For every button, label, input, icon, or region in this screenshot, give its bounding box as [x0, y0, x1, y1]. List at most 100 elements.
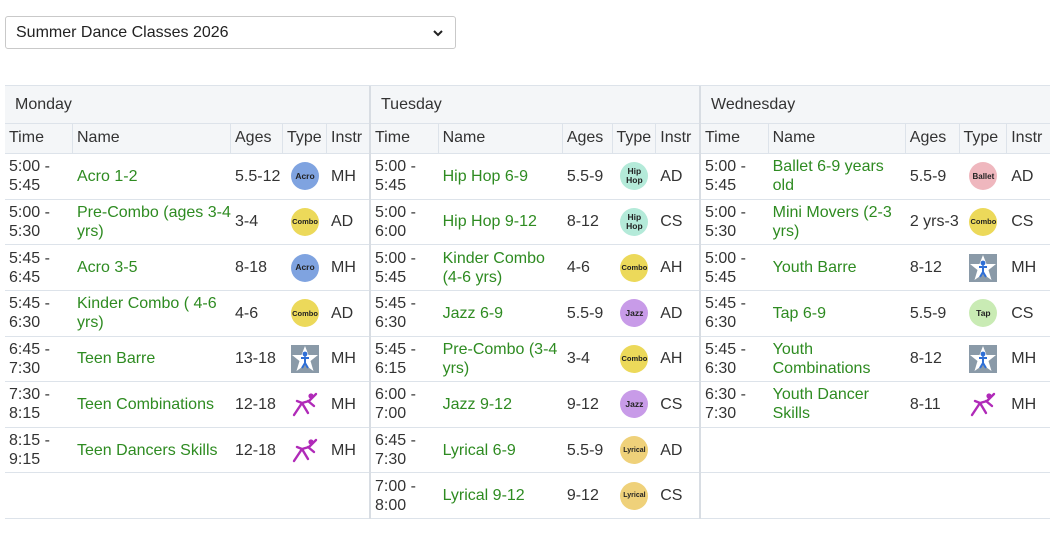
column-header-ages: Ages: [906, 123, 960, 153]
class-type: Combo: [613, 245, 657, 290]
class-name-link[interactable]: Ballet 6-9 years old: [772, 158, 884, 195]
class-type: Jazz: [613, 291, 657, 336]
class-instructor: AH: [660, 259, 683, 277]
class-name-link[interactable]: Youth Barre: [772, 259, 857, 277]
column-header-row: Time Name Ages Type Instr: [371, 123, 699, 154]
class-name-link[interactable]: Teen Dancers Skills: [77, 441, 218, 459]
class-name-link[interactable]: Jazz 6-9: [442, 304, 504, 322]
class-instructor: AD: [660, 441, 683, 459]
season-select[interactable]: Summer Dance Classes 2026: [5, 16, 456, 49]
class-time: 5:45 - 6:30: [705, 295, 746, 332]
column-header-row: Time Name Ages Type Instr: [701, 123, 1050, 154]
class-name-link[interactable]: Kinder Combo ( 4-6 yrs): [77, 295, 217, 332]
class-ages: 5.5-9: [566, 304, 604, 322]
class-row: 5:45 - 6:30 Jazz 6-9 5.5-9 Jazz AD: [371, 291, 699, 337]
class-name-link[interactable]: Hip Hop 6-9: [442, 167, 528, 185]
class-name-link[interactable]: Jazz 9-12: [442, 395, 512, 413]
empty-row: [5, 473, 369, 520]
class-row: 6:30 - 7:30 Youth Dancer Skills 8-11 MH: [701, 382, 1050, 428]
class-time: 6:00 - 7:00: [375, 386, 416, 423]
hiphop-badge-icon: Hip Hop: [620, 207, 649, 236]
column-header-ages: Ages: [231, 123, 283, 153]
class-row: 8:15 - 9:15 Teen Dancers Skills 12-18 MH: [5, 428, 369, 474]
class-ages: 5.5-9: [909, 167, 947, 185]
class-ages: 9-12: [566, 395, 599, 413]
combo-badge-icon: Combo: [620, 253, 649, 282]
class-name-link[interactable]: Lyrical 9-12: [442, 487, 525, 505]
class-ages: 3-4: [235, 213, 259, 231]
class-instructor: MH: [331, 259, 356, 277]
column-header-name: Name: [769, 123, 906, 153]
class-name-link[interactable]: Youth Dancer Skills: [772, 386, 869, 423]
class-row: 6:45 - 7:30 Lyrical 6-9 5.5-9 Lyrical AD: [371, 428, 699, 474]
day-header: Monday: [5, 86, 369, 124]
class-row: 5:00 - 5:45 Ballet 6-9 years old 5.5-9 Ball…: [701, 154, 1050, 200]
class-name-link[interactable]: Teen Combinations: [77, 395, 214, 413]
class-ages: 12-18: [235, 441, 276, 459]
class-instructor: AD: [331, 213, 354, 231]
class-time: 5:45 - 6:15: [375, 340, 416, 377]
class-time: 5:00 - 6:00: [375, 203, 416, 240]
class-name-link[interactable]: Tap 6-9: [772, 304, 826, 322]
class-row: 5:45 - 6:30 Kinder Combo ( 4-6 yrs) 4-6 Com…: [5, 291, 369, 337]
column-header-type: Type: [613, 123, 657, 153]
class-name-link[interactable]: Pre-Combo (3-4 yrs): [442, 340, 558, 377]
day-column-monday: Monday Time Name Ages Type Instr 5:00 - 5:45 Ac…: [5, 86, 369, 520]
class-type: Lyrical: [613, 473, 657, 518]
hiphop-badge-icon: Hip Hop: [620, 162, 649, 191]
class-ages: 5.5-9: [909, 304, 947, 322]
column-header-time: Time: [5, 123, 73, 153]
class-type: Ballet: [960, 154, 1008, 199]
class-time: 5:00 - 5:45: [705, 249, 746, 286]
acro-badge-icon: Acro: [291, 162, 319, 191]
class-time: 6:45 - 7:30: [9, 340, 50, 377]
class-row: 6:00 - 7:00 Jazz 9-12 9-12 Jazz CS: [371, 382, 699, 428]
class-time: 6:30 - 7:30: [705, 386, 746, 423]
class-name-link[interactable]: Mini Movers (2-3 yrs): [772, 203, 892, 240]
class-time: 5:00 - 5:45: [705, 158, 746, 195]
class-ages: 8-18: [235, 259, 268, 277]
column-header-type: Type: [283, 123, 327, 153]
column-header-instr: Instr: [1011, 128, 1043, 146]
class-name-link[interactable]: Acro 3-5: [77, 259, 138, 277]
class-ages: 3-4: [566, 350, 590, 368]
class-ages: 8-12: [909, 350, 942, 368]
class-row: 5:00 - 6:00 Hip Hop 9-12 8-12 Hip Hop CS: [371, 200, 699, 246]
class-time: 5:00 - 5:30: [705, 203, 746, 240]
class-name-link[interactable]: Pre-Combo (ages 3-4 yrs): [77, 203, 231, 240]
class-type: [960, 337, 1008, 382]
class-instructor: MH: [1011, 350, 1037, 368]
column-header-ages: Ages: [563, 123, 613, 153]
star-barre-icon: [290, 344, 320, 374]
class-row: 5:00 - 5:30 Mini Movers (2-3 yrs) 2 yrs-3 C…: [701, 200, 1050, 246]
star-barre-icon: [968, 344, 998, 374]
schedule-grid: Monday Time Name Ages Type Instr 5:00 - 5:45 Ac…: [5, 85, 1050, 520]
day-header: Tuesday: [371, 86, 699, 124]
star-barre-icon: [968, 253, 998, 283]
class-name-link[interactable]: Teen Barre: [77, 350, 156, 368]
column-header-time: Time: [371, 123, 439, 153]
class-row: 5:00 - 5:45 Acro 1-2 5.5-12 Acro MH: [5, 154, 369, 200]
class-time: 5:00 - 5:30: [9, 203, 50, 240]
combo-badge-icon: Combo: [620, 344, 649, 373]
empty-row: [701, 428, 1050, 474]
class-type: Acro: [283, 154, 327, 199]
class-instructor: AD: [660, 167, 683, 185]
class-instructor: MH: [331, 350, 356, 368]
class-ages: 5.5-9: [566, 167, 604, 185]
class-name-link[interactable]: Acro 1-2: [77, 167, 138, 185]
class-row: 6:45 - 7:30 Teen Barre 13-18 MH: [5, 337, 369, 383]
class-row: 5:00 - 5:30 Pre-Combo (ages 3-4 yrs) 3-4 Co…: [5, 200, 369, 246]
chevron-down-icon: [431, 26, 445, 40]
class-name-link[interactable]: Kinder Combo (4-6 yrs): [442, 249, 545, 286]
column-header-row: Time Name Ages Type Instr: [5, 123, 369, 154]
class-ages: 12-18: [235, 395, 276, 413]
class-name-link[interactable]: Youth Combinations: [772, 340, 871, 377]
class-name-link[interactable]: Lyrical 6-9: [442, 441, 516, 459]
class-instructor: MH: [331, 395, 356, 413]
class-instructor: CS: [660, 395, 683, 413]
class-name-link[interactable]: Hip Hop 9-12: [442, 213, 537, 231]
class-type: [960, 382, 1008, 427]
class-row: 7:30 - 8:15 Teen Combinations 12-18 MH: [5, 382, 369, 428]
day-column-wednesday: Wednesday Time Name Ages Type Instr 5:00 - 5:4…: [699, 86, 1050, 520]
